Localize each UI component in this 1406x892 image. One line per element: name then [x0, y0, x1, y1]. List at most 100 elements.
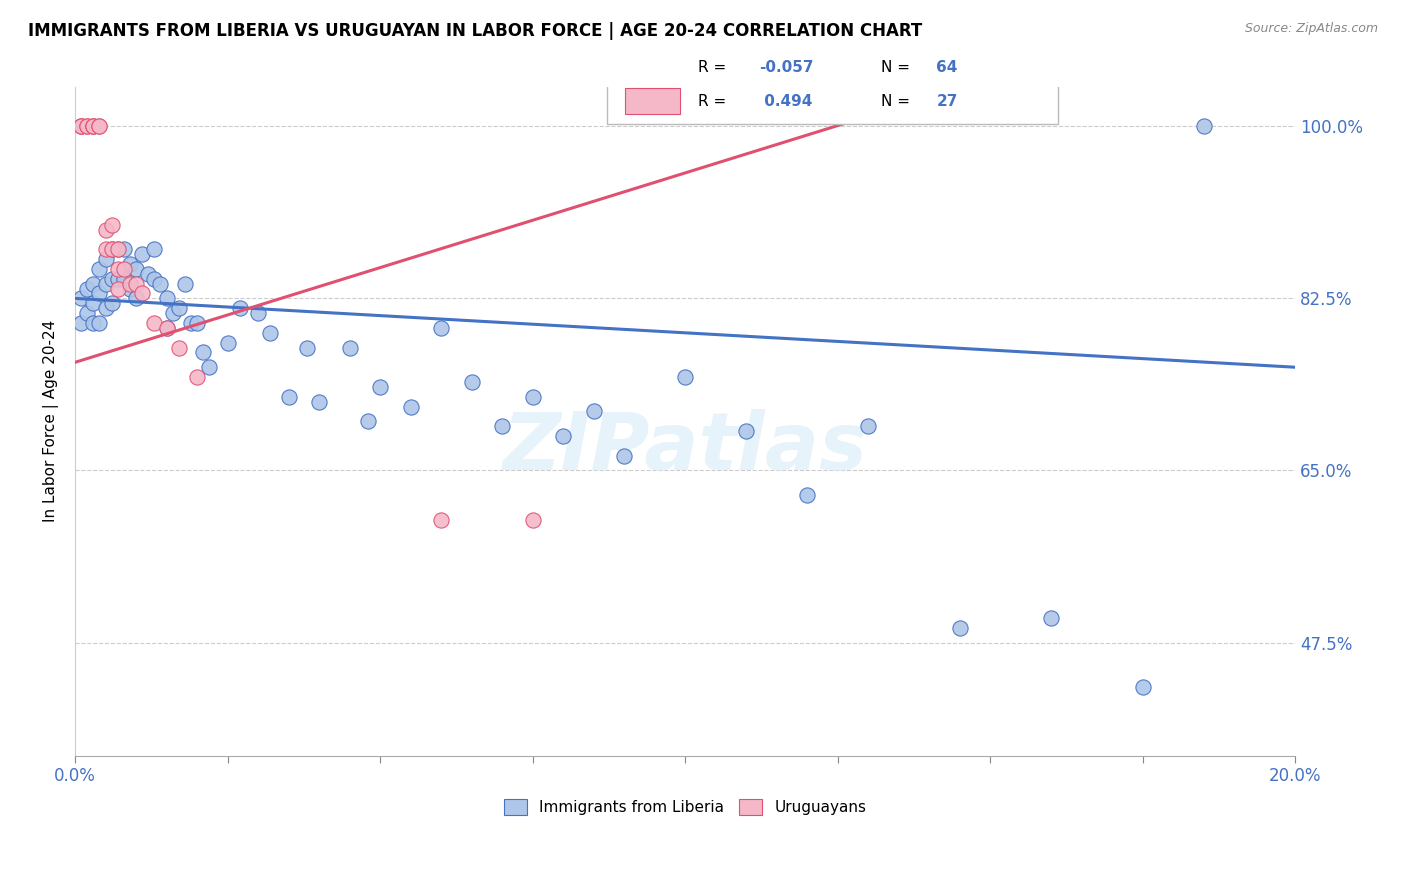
Text: R =: R =	[699, 94, 731, 109]
Point	[100, 242, 122, 256]
Point	[89, 120, 111, 134]
Point	[551, 429, 574, 443]
Point	[94, 252, 117, 266]
Point	[118, 282, 141, 296]
Point	[107, 261, 129, 276]
Point	[70, 120, 93, 134]
Text: 64: 64	[936, 60, 957, 75]
Point	[460, 375, 482, 389]
Point	[89, 120, 111, 134]
Point	[186, 316, 208, 330]
Point	[94, 222, 117, 236]
Point	[198, 360, 221, 375]
Point	[112, 242, 135, 256]
Point	[155, 321, 177, 335]
Point	[1192, 120, 1215, 134]
Point	[100, 218, 122, 232]
Point	[399, 400, 422, 414]
Text: R =: R =	[699, 60, 731, 75]
Point	[491, 419, 513, 434]
Point	[70, 120, 93, 134]
Point	[107, 242, 129, 256]
Text: N =: N =	[882, 94, 915, 109]
Point	[217, 335, 239, 350]
Point	[70, 120, 93, 134]
Point	[368, 380, 391, 394]
Point	[295, 341, 318, 355]
Point	[89, 316, 111, 330]
Point	[89, 286, 111, 301]
Point	[82, 316, 104, 330]
Point	[167, 341, 190, 355]
Point	[100, 296, 122, 310]
Point	[430, 513, 453, 527]
Point	[155, 292, 177, 306]
Point	[162, 306, 184, 320]
Point	[125, 292, 148, 306]
Point	[430, 321, 453, 335]
Point	[173, 277, 195, 291]
Point	[94, 242, 117, 256]
Point	[70, 316, 93, 330]
Text: IMMIGRANTS FROM LIBERIA VS URUGUAYAN IN LABOR FORCE | AGE 20-24 CORRELATION CHAR: IMMIGRANTS FROM LIBERIA VS URUGUAYAN IN …	[28, 22, 922, 40]
Point	[948, 621, 970, 635]
Point	[1040, 611, 1063, 625]
Point	[259, 326, 281, 340]
Y-axis label: In Labor Force | Age 20-24: In Labor Force | Age 20-24	[44, 320, 59, 523]
Point	[89, 261, 111, 276]
Point	[582, 404, 605, 418]
Point	[193, 345, 215, 359]
Point	[76, 282, 98, 296]
Point	[180, 316, 202, 330]
Point	[107, 271, 129, 285]
FancyBboxPatch shape	[607, 44, 1059, 124]
Point	[522, 513, 544, 527]
Point	[125, 261, 148, 276]
Bar	[626, 55, 681, 80]
Point	[112, 271, 135, 285]
Text: ZIPatlas: ZIPatlas	[502, 409, 868, 487]
Point	[247, 306, 270, 320]
Point	[94, 301, 117, 316]
Point	[339, 341, 361, 355]
Point	[167, 301, 190, 316]
Point	[118, 257, 141, 271]
Point	[357, 414, 380, 428]
Bar	[626, 88, 681, 114]
Point	[131, 286, 153, 301]
Point	[70, 292, 93, 306]
Point	[82, 120, 104, 134]
Point	[76, 120, 98, 134]
Point	[112, 261, 135, 276]
Point	[94, 277, 117, 291]
Point	[277, 390, 299, 404]
Point	[796, 488, 818, 502]
Point	[131, 247, 153, 261]
Point	[149, 277, 172, 291]
Point	[143, 316, 166, 330]
Point	[308, 394, 330, 409]
Point	[82, 120, 104, 134]
Point	[76, 306, 98, 320]
Text: 0.494: 0.494	[759, 94, 813, 109]
Point	[155, 321, 177, 335]
Point	[229, 301, 252, 316]
Point	[82, 120, 104, 134]
Point	[136, 267, 159, 281]
Point	[100, 271, 122, 285]
Point	[613, 449, 636, 463]
Point	[82, 296, 104, 310]
Point	[1132, 680, 1154, 694]
Point	[82, 277, 104, 291]
Point	[100, 242, 122, 256]
Text: 27: 27	[936, 94, 957, 109]
Point	[522, 390, 544, 404]
Point	[856, 419, 879, 434]
Point	[143, 271, 166, 285]
Text: Source: ZipAtlas.com: Source: ZipAtlas.com	[1244, 22, 1378, 36]
Point	[118, 277, 141, 291]
Text: N =: N =	[882, 60, 915, 75]
Point	[735, 424, 758, 438]
Point	[107, 282, 129, 296]
Point	[107, 242, 129, 256]
